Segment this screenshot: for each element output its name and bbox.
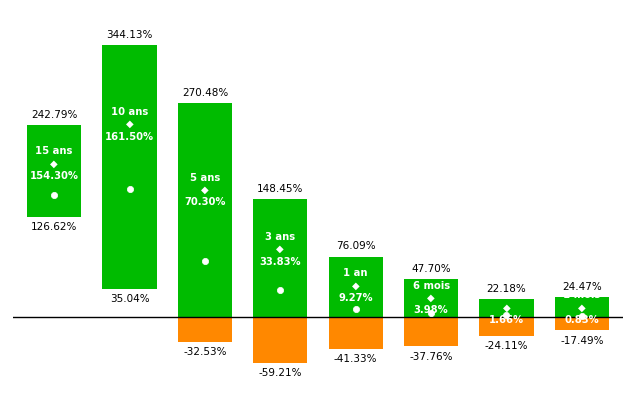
Bar: [555, 297, 609, 317]
Bar: [404, 279, 458, 317]
Bar: [555, 317, 609, 330]
Bar: [102, 45, 156, 289]
Text: 148.45%: 148.45%: [257, 184, 303, 194]
Text: 47.70%: 47.70%: [411, 264, 451, 274]
Text: -59.21%: -59.21%: [259, 369, 302, 379]
Bar: [329, 317, 383, 349]
Text: 76.09%: 76.09%: [336, 241, 375, 251]
Text: -17.49%: -17.49%: [560, 336, 604, 346]
Text: 5 ans
◆
70.30%: 5 ans ◆ 70.30%: [184, 173, 226, 207]
Bar: [404, 317, 458, 347]
Text: -24.11%: -24.11%: [485, 341, 528, 351]
Text: 3 ans
◆
33.83%: 3 ans ◆ 33.83%: [259, 232, 301, 267]
Bar: [178, 103, 232, 317]
Text: 24.47%: 24.47%: [562, 282, 602, 292]
Bar: [253, 199, 307, 317]
Text: 22.18%: 22.18%: [487, 284, 527, 294]
Bar: [480, 317, 534, 336]
Text: 242.79%: 242.79%: [31, 110, 78, 120]
Text: -41.33%: -41.33%: [334, 354, 377, 364]
Text: -32.53%: -32.53%: [183, 347, 226, 357]
Text: 35.04%: 35.04%: [110, 294, 149, 304]
Bar: [27, 125, 81, 217]
Text: 344.13%: 344.13%: [106, 30, 153, 40]
Bar: [480, 299, 534, 317]
Text: 270.48%: 270.48%: [182, 88, 228, 98]
Text: 10 ans
◆
161.50%: 10 ans ◆ 161.50%: [105, 107, 154, 141]
Text: -37.76%: -37.76%: [410, 352, 453, 362]
Text: 15 ans
◆
154.30%: 15 ans ◆ 154.30%: [30, 146, 79, 181]
Text: 3 mois
◆
1.66%: 3 mois ◆ 1.66%: [488, 291, 525, 325]
Text: 1 an
◆
9.27%: 1 an ◆ 9.27%: [338, 268, 373, 303]
Bar: [329, 257, 383, 317]
Bar: [178, 317, 232, 342]
Text: 6 mois
◆
3.98%: 6 mois ◆ 3.98%: [413, 280, 450, 315]
Text: 1 mois
◆
0.83%: 1 mois ◆ 0.83%: [563, 290, 600, 325]
Text: 126.62%: 126.62%: [31, 222, 78, 232]
Bar: [253, 317, 307, 364]
